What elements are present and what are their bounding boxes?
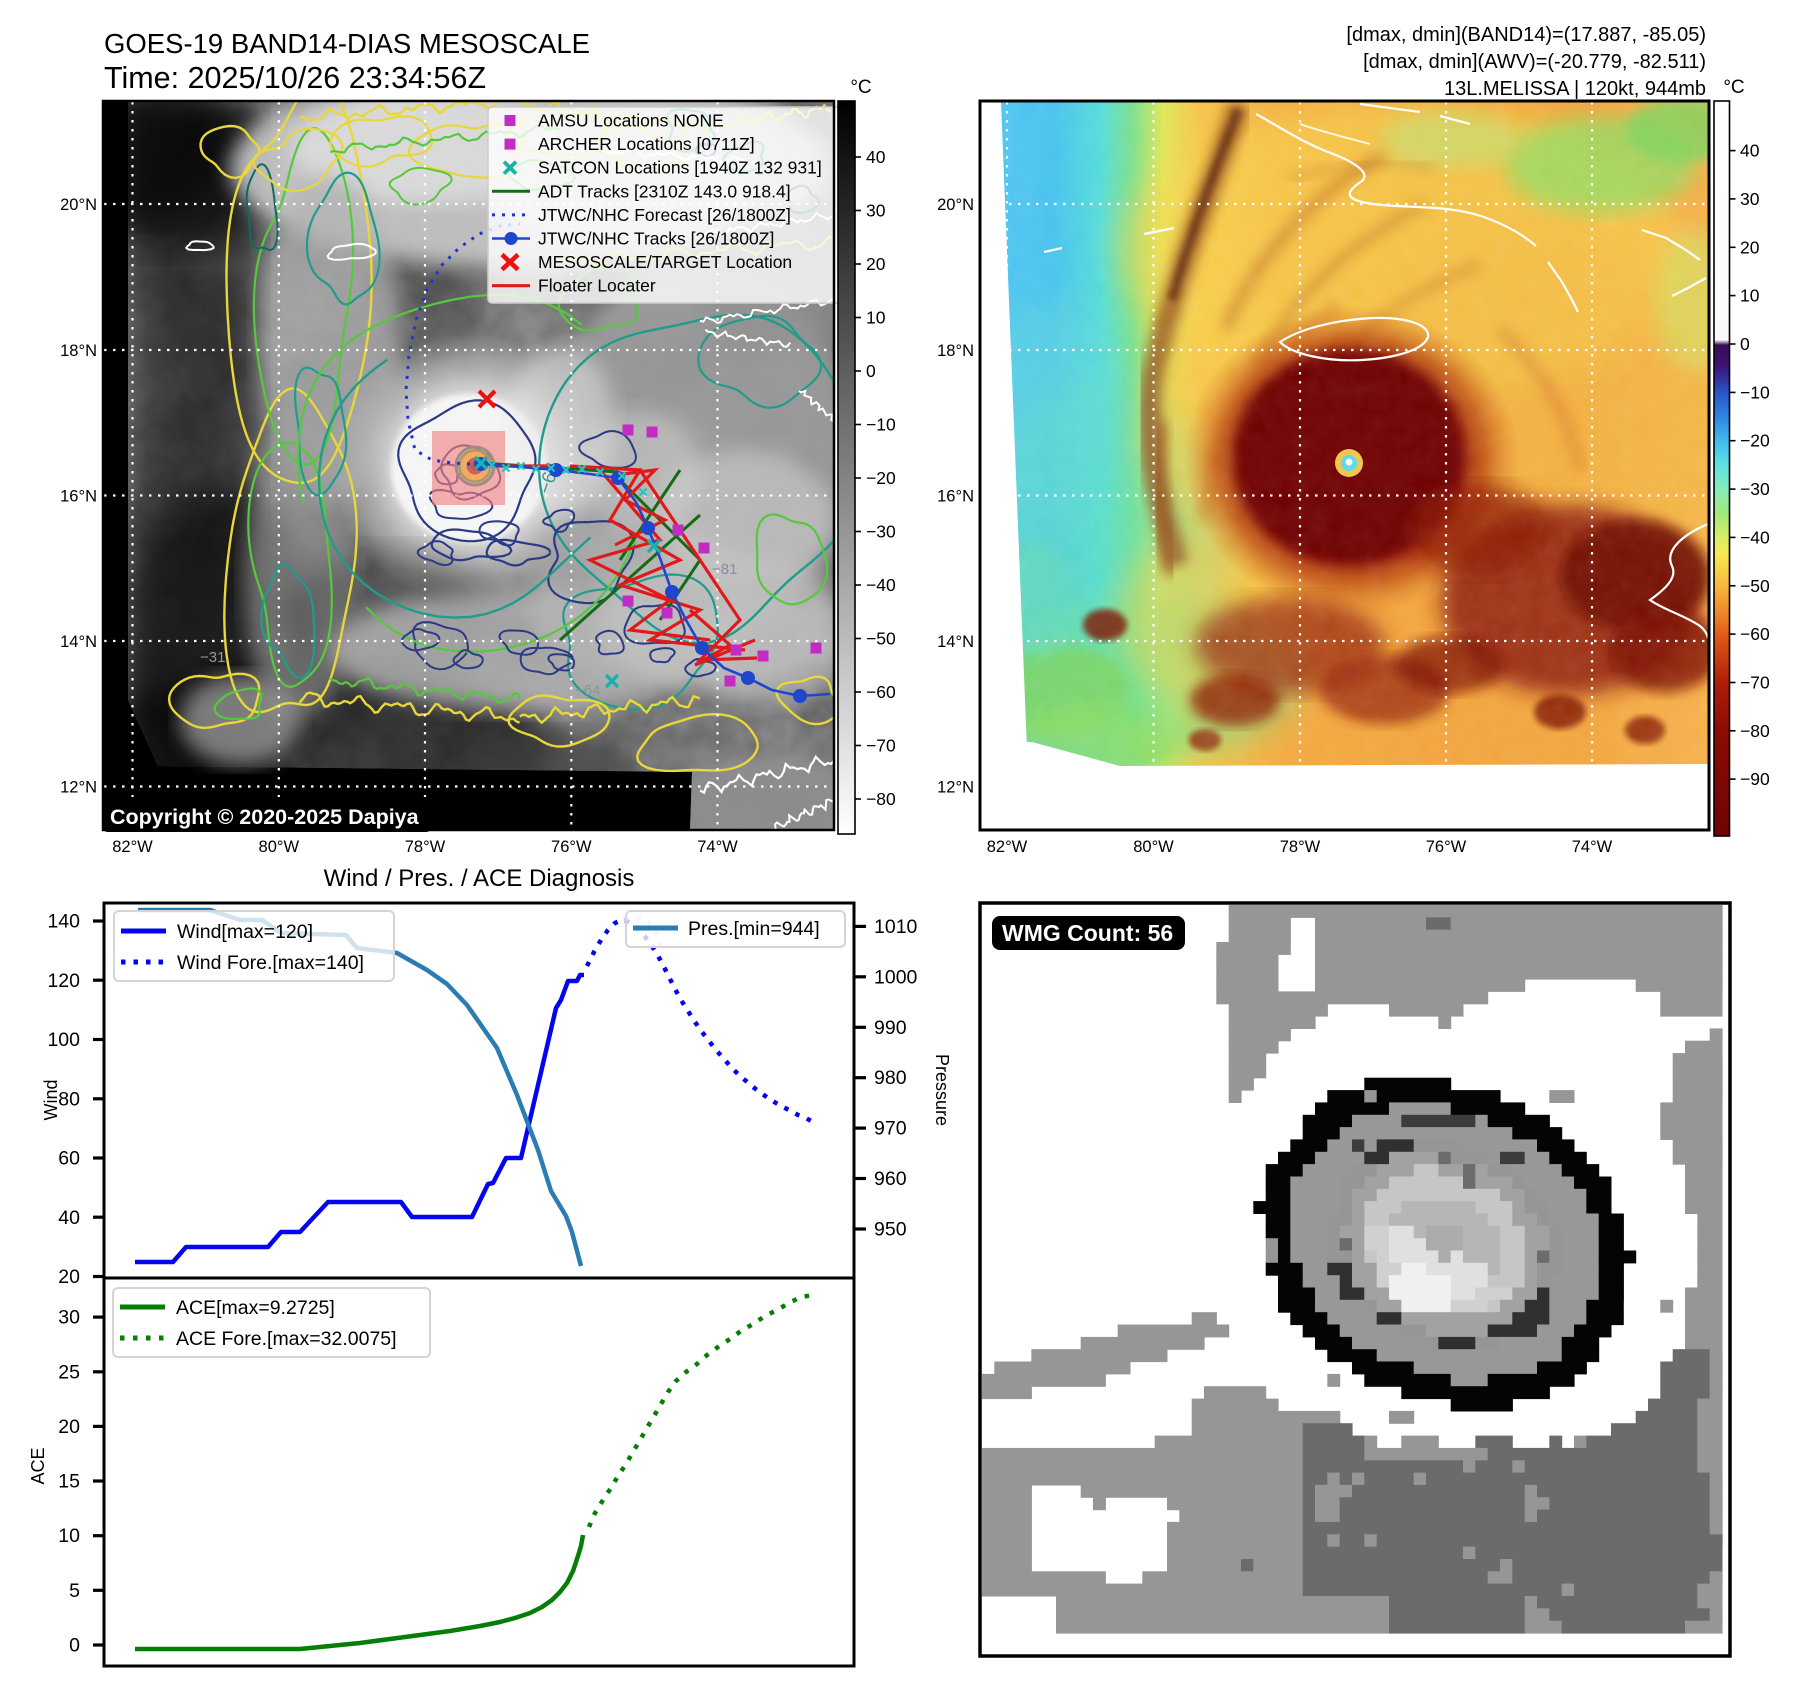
svg-text:−10: −10 xyxy=(866,415,896,435)
svg-text:ARCHER Locations [0711Z]: ARCHER Locations [0711Z] xyxy=(538,134,755,154)
svg-text:−40: −40 xyxy=(866,575,896,595)
svg-text:ACE[max=9.2725]: ACE[max=9.2725] xyxy=(176,1297,335,1319)
svg-text:120: 120 xyxy=(47,970,80,992)
svg-text:76°W: 76°W xyxy=(551,838,592,856)
svg-text:20: 20 xyxy=(866,254,886,274)
svg-text:140: 140 xyxy=(47,911,80,933)
svg-text:990: 990 xyxy=(874,1017,907,1039)
svg-text:10: 10 xyxy=(866,308,886,328)
svg-text:°C: °C xyxy=(1723,77,1744,98)
svg-text:20°N: 20°N xyxy=(937,196,974,214)
svg-text:−70: −70 xyxy=(866,736,896,756)
svg-text:82°W: 82°W xyxy=(112,838,153,856)
svg-text:60: 60 xyxy=(58,1148,80,1170)
svg-text:°C: °C xyxy=(850,77,871,98)
svg-text:−50: −50 xyxy=(1740,576,1770,596)
svg-text:−80: −80 xyxy=(866,789,896,809)
svg-text:0: 0 xyxy=(69,1635,80,1657)
svg-text:30: 30 xyxy=(866,201,886,221)
svg-text:970: 970 xyxy=(874,1118,907,1140)
svg-text:[dmax, dmin](BAND14)=(17.887,: [dmax, dmin](BAND14)=(17.887, -85.05) xyxy=(1346,24,1706,46)
svg-text:−40: −40 xyxy=(1740,527,1770,547)
svg-text:Pres.[min=944]: Pres.[min=944] xyxy=(688,918,820,940)
svg-text:GOES-19 BAND14-DIAS MESOSCALE: GOES-19 BAND14-DIAS MESOSCALE xyxy=(104,28,590,59)
svg-text:−20: −20 xyxy=(1740,431,1770,451)
svg-text:80: 80 xyxy=(58,1088,80,1110)
svg-text:14°N: 14°N xyxy=(937,633,974,651)
svg-text:JTWC/NHC Tracks [26/1800Z]: JTWC/NHC Tracks [26/1800Z] xyxy=(538,229,774,249)
svg-text:20: 20 xyxy=(1740,237,1760,257)
svg-text:30: 30 xyxy=(58,1307,80,1329)
svg-text:ACE Fore.[max=32.0075]: ACE Fore.[max=32.0075] xyxy=(176,1328,397,1350)
svg-text:15: 15 xyxy=(58,1471,80,1493)
svg-text:−90: −90 xyxy=(1740,769,1770,789)
svg-text:−70: −70 xyxy=(1740,672,1770,692)
svg-text:−30: −30 xyxy=(866,522,896,542)
svg-text:10: 10 xyxy=(1740,286,1760,306)
svg-text:80°W: 80°W xyxy=(1133,838,1174,856)
svg-text:ADT Tracks [2310Z 143.0 918.4]: ADT Tracks [2310Z 143.0 918.4] xyxy=(538,181,791,201)
svg-text:Wind[max=120]: Wind[max=120] xyxy=(177,921,313,943)
svg-text:Wind Fore.[max=140]: Wind Fore.[max=140] xyxy=(177,952,364,974)
svg-text:100: 100 xyxy=(47,1029,80,1051)
svg-text:25: 25 xyxy=(58,1361,80,1383)
svg-text:WMG Count: 56: WMG Count: 56 xyxy=(1002,920,1173,946)
svg-text:40: 40 xyxy=(866,147,886,167)
svg-text:JTWC/NHC Forecast [26/1800Z]: JTWC/NHC Forecast [26/1800Z] xyxy=(538,205,791,225)
svg-text:12°N: 12°N xyxy=(60,779,97,797)
svg-text:−30: −30 xyxy=(1740,479,1770,499)
svg-text:78°W: 78°W xyxy=(1280,838,1321,856)
svg-text:16°N: 16°N xyxy=(937,488,974,506)
svg-text:−20: −20 xyxy=(866,468,896,488)
svg-text:82°W: 82°W xyxy=(987,838,1028,856)
svg-text:16°N: 16°N xyxy=(60,488,97,506)
svg-text:Floater Locater: Floater Locater xyxy=(538,276,656,296)
svg-text:Time: 2025/10/26 23:34:56Z: Time: 2025/10/26 23:34:56Z xyxy=(104,61,486,95)
svg-text:−80: −80 xyxy=(1740,721,1770,741)
svg-text:30: 30 xyxy=(1740,189,1760,209)
svg-text:76°W: 76°W xyxy=(1426,838,1467,856)
svg-text:14°N: 14°N xyxy=(60,633,97,651)
svg-text:−64: −64 xyxy=(575,682,600,699)
svg-text:−31: −31 xyxy=(200,649,225,666)
svg-text:SATCON Locations [1940Z 132 93: SATCON Locations [1940Z 132 931] xyxy=(538,158,822,178)
svg-text:0: 0 xyxy=(1740,334,1750,354)
svg-text:AMSU Locations NONE: AMSU Locations NONE xyxy=(538,111,724,131)
svg-text:78°W: 78°W xyxy=(405,838,446,856)
svg-text:Pressure: Pressure xyxy=(932,1054,952,1126)
svg-text:960: 960 xyxy=(874,1168,907,1190)
svg-text:Wind: Wind xyxy=(41,1079,61,1120)
svg-text:20°N: 20°N xyxy=(60,196,97,214)
svg-text:5: 5 xyxy=(69,1580,80,1602)
svg-text:40: 40 xyxy=(58,1207,80,1229)
svg-text:[dmax, dmin](AWV)=(-20.779, -8: [dmax, dmin](AWV)=(-20.779, -82.511) xyxy=(1363,51,1706,73)
svg-text:18°N: 18°N xyxy=(60,342,97,360)
svg-text:980: 980 xyxy=(874,1067,907,1089)
svg-text:20: 20 xyxy=(58,1416,80,1438)
svg-text:13L.MELISSA | 120kt, 944mb: 13L.MELISSA | 120kt, 944mb xyxy=(1444,78,1706,100)
svg-text:20: 20 xyxy=(58,1266,80,1288)
svg-text:−10: −10 xyxy=(1740,382,1770,402)
svg-text:18°N: 18°N xyxy=(937,342,974,360)
svg-text:74°W: 74°W xyxy=(697,838,738,856)
svg-text:0: 0 xyxy=(866,361,876,381)
svg-text:Copyright © 2020-2025 Dapiya: Copyright © 2020-2025 Dapiya xyxy=(110,805,420,829)
svg-text:−81: −81 xyxy=(712,561,737,578)
svg-text:1000: 1000 xyxy=(874,966,918,988)
svg-text:−60: −60 xyxy=(866,682,896,702)
svg-text:Wind / Pres. / ACE Diagnosis: Wind / Pres. / ACE Diagnosis xyxy=(324,865,635,892)
svg-text:−60: −60 xyxy=(1740,624,1770,644)
svg-text:80°W: 80°W xyxy=(259,838,300,856)
svg-text:ACE: ACE xyxy=(28,1447,48,1484)
svg-text:74°W: 74°W xyxy=(1572,838,1613,856)
svg-text:−50: −50 xyxy=(866,629,896,649)
svg-text:MESOSCALE/TARGET Location: MESOSCALE/TARGET Location xyxy=(538,252,792,272)
svg-text:12°N: 12°N xyxy=(937,779,974,797)
svg-text:1010: 1010 xyxy=(874,916,918,938)
svg-text:950: 950 xyxy=(874,1218,907,1240)
svg-text:10: 10 xyxy=(58,1525,80,1547)
svg-text:40: 40 xyxy=(1740,141,1760,161)
